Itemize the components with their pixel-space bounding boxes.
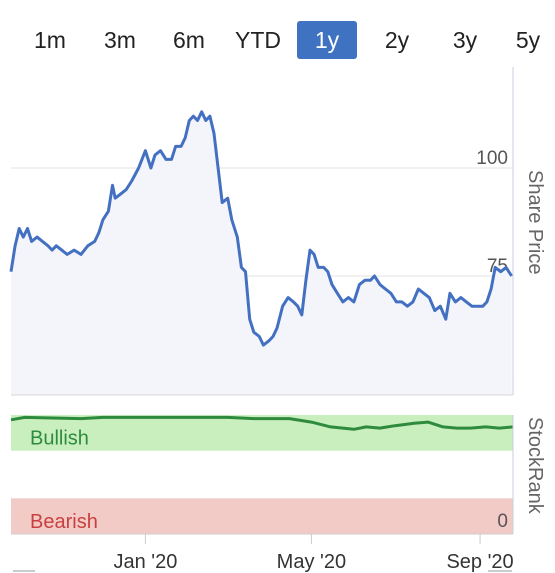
range-1y-button[interactable]: 1y bbox=[297, 21, 357, 59]
range-3y-button[interactable]: 3y bbox=[452, 27, 478, 53]
range-3m-button[interactable]: 3m bbox=[104, 27, 136, 53]
stockrank-band-bullish bbox=[11, 415, 513, 451]
range-2y-button[interactable]: 2y bbox=[384, 27, 410, 53]
stockrank-band-bearish bbox=[11, 498, 513, 534]
x-tick-label: Sep '20 bbox=[446, 551, 513, 573]
scrollbar-left-stub bbox=[13, 570, 35, 572]
range-selector: 1m 3m 6m YTD 1y 2y 3y 5y bbox=[0, 18, 555, 62]
bullish-label: Bullish bbox=[30, 428, 89, 450]
price-and-stockrank-chart: 5075100Share Price BullishBearish0StockR… bbox=[9, 67, 546, 573]
price-axis-title: Share Price bbox=[524, 170, 546, 275]
x-tick-label: May '20 bbox=[277, 551, 346, 573]
price-line bbox=[9, 110, 513, 347]
price-tick-label-100: 100 bbox=[476, 148, 508, 169]
range-6m-button[interactable]: 6m bbox=[173, 27, 205, 53]
x-axis: Jan '20 May '20 Sep '20 bbox=[11, 533, 514, 573]
price-area-fill bbox=[11, 111, 512, 396]
range-5y-button[interactable]: 5y bbox=[515, 27, 541, 53]
stockrank-tick-label-0: 0 bbox=[497, 511, 508, 532]
scrollbar-right-stub bbox=[488, 570, 512, 572]
share-price-panel: 5075100Share Price bbox=[9, 67, 546, 396]
stockrank-panel: Bullish Bearish 0 StockRank bbox=[10, 415, 546, 534]
range-ytd-button[interactable]: YTD bbox=[235, 27, 281, 53]
x-tick-label: Jan '20 bbox=[113, 551, 177, 573]
range-1m-button[interactable]: 1m bbox=[34, 27, 66, 53]
stockrank-line bbox=[10, 415, 514, 431]
bearish-label: Bearish bbox=[30, 511, 98, 533]
stockrank-axis-title: StockRank bbox=[524, 417, 546, 515]
